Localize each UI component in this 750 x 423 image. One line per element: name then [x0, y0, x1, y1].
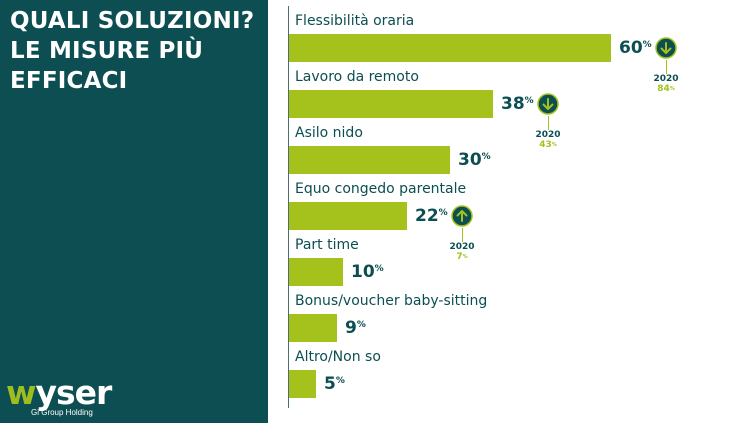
bar-chart: Flessibilità oraria 60% Lavoro da remoto 38… [268, 0, 750, 423]
value-label-flessibilita-oraria: 60% [619, 38, 652, 58]
trend-year-label: 2020 [653, 74, 679, 84]
trend-connector [461, 228, 463, 242]
trend-year-label: 2020 [535, 130, 561, 140]
axis-line [288, 6, 289, 408]
value-label-equo-congedo-parentale: 22% [415, 206, 448, 226]
bar-part-time [289, 258, 343, 286]
bar-equo-congedo-parentale [289, 202, 407, 230]
category-label-part-time: Part time [295, 237, 359, 253]
wyser-logo: wyser Gi Group Holding [6, 373, 113, 417]
category-label-bonus-voucher-baby-sitting: Bonus/voucher baby-sitting [295, 293, 488, 309]
bar-altro-non-so [289, 370, 316, 398]
category-label-altro-non-so: Altro/Non so [295, 349, 381, 365]
logo-wordmark: wyser [6, 373, 113, 412]
bar-asilo-nido [289, 146, 450, 174]
value-label-altro-non-so: 5% [324, 374, 345, 394]
title-panel: QUALI SOLUZIONI? LE MISURE PIÙ EFFICACI … [0, 0, 268, 423]
value-label-bonus-voucher-baby-sitting: 9% [345, 318, 366, 338]
category-label-equo-congedo-parentale: Equo congedo parentale [295, 181, 467, 197]
category-label-lavoro-da-remoto: Lavoro da remoto [295, 69, 419, 85]
arrow-up-icon [451, 205, 473, 227]
trend-previous-value: 43% [539, 140, 557, 150]
bar-lavoro-da-remoto [289, 90, 493, 118]
title-line-1: QUALI SOLUZIONI? [10, 8, 255, 34]
value-label-asilo-nido: 30% [458, 150, 491, 170]
category-label-flessibilita-oraria: Flessibilità oraria [295, 13, 415, 29]
bar-flessibilita-oraria [289, 34, 611, 62]
title-line-3: EFFICACI [10, 68, 128, 94]
arrow-down-icon [537, 93, 559, 115]
logo-w: w [6, 373, 36, 412]
trend-previous-value: 7% [456, 252, 468, 262]
trend-connector [665, 60, 667, 74]
value-label-part-time: 10% [351, 262, 384, 282]
trend-previous-value: 84% [657, 84, 675, 94]
chart-title: QUALI SOLUZIONI? LE MISURE PIÙ EFFICACI [10, 6, 260, 96]
logo-rest: yser [35, 373, 113, 412]
arrow-down-icon [655, 37, 677, 59]
bar-bonus-voucher-baby-sitting [289, 314, 337, 342]
trend-connector [547, 116, 549, 130]
category-label-asilo-nido: Asilo nido [295, 125, 363, 141]
value-label-lavoro-da-remoto: 38% [501, 94, 534, 114]
logo-tagline: Gi Group Holding [31, 408, 93, 417]
trend-year-label: 2020 [449, 242, 475, 252]
title-line-2: LE MISURE PIÙ [10, 38, 204, 64]
